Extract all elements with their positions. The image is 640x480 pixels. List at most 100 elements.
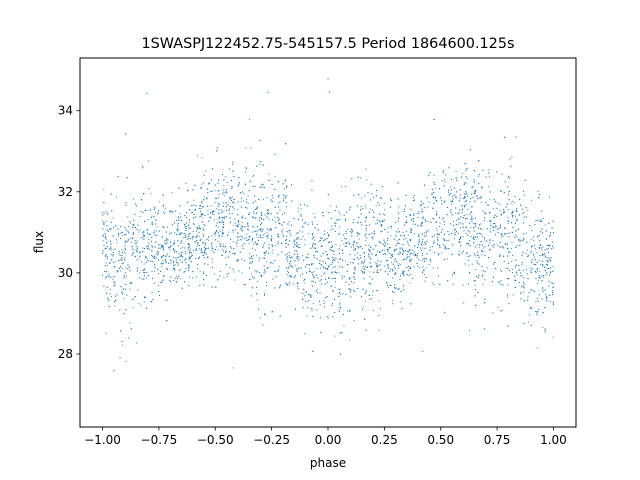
data-point xyxy=(155,253,157,255)
data-point xyxy=(500,280,502,282)
data-point xyxy=(143,272,145,274)
data-point xyxy=(381,224,383,226)
data-point xyxy=(154,267,156,269)
data-point xyxy=(304,333,306,335)
data-point xyxy=(226,273,228,275)
data-point xyxy=(422,266,424,268)
data-point xyxy=(139,251,141,253)
data-point xyxy=(142,269,144,271)
data-point xyxy=(106,257,108,259)
data-point xyxy=(328,241,330,243)
data-point xyxy=(494,214,496,216)
data-point xyxy=(163,204,165,206)
data-point xyxy=(424,258,426,260)
data-point xyxy=(217,205,219,207)
data-point xyxy=(153,232,155,234)
data-point xyxy=(314,216,316,218)
data-point xyxy=(387,248,389,250)
data-point xyxy=(197,263,199,265)
data-point xyxy=(512,210,514,212)
data-point xyxy=(175,257,177,259)
data-point xyxy=(188,227,190,229)
data-point xyxy=(354,254,356,256)
data-point xyxy=(521,261,523,263)
data-point xyxy=(536,252,538,254)
data-point xyxy=(238,182,240,184)
data-point xyxy=(478,274,480,276)
data-point xyxy=(131,254,133,256)
data-point xyxy=(375,262,377,264)
data-point xyxy=(349,310,351,312)
data-point xyxy=(455,196,457,198)
data-point xyxy=(413,254,415,256)
data-point xyxy=(373,211,375,213)
data-point xyxy=(106,264,108,266)
data-point xyxy=(121,257,123,259)
data-point xyxy=(104,233,106,235)
data-point xyxy=(129,282,131,284)
data-point xyxy=(184,250,186,252)
data-point xyxy=(174,268,176,270)
data-point xyxy=(242,215,244,217)
data-point xyxy=(458,253,460,255)
data-point xyxy=(125,267,127,269)
data-point xyxy=(137,289,139,291)
data-point xyxy=(125,309,127,311)
data-point xyxy=(471,186,473,188)
data-point xyxy=(523,237,525,239)
data-point xyxy=(139,229,141,231)
data-point xyxy=(320,275,322,277)
data-point xyxy=(328,266,330,268)
data-point xyxy=(551,289,553,291)
data-point xyxy=(423,269,425,271)
data-point xyxy=(382,220,384,222)
data-point xyxy=(176,233,178,235)
data-point xyxy=(207,213,209,215)
data-point xyxy=(327,254,329,256)
data-point xyxy=(448,248,450,250)
data-point xyxy=(398,263,400,265)
data-point xyxy=(152,255,154,257)
data-point xyxy=(418,236,420,238)
data-point xyxy=(193,214,195,216)
data-point xyxy=(520,298,522,300)
data-point xyxy=(496,207,498,209)
data-point xyxy=(548,248,550,250)
data-point xyxy=(530,324,532,326)
data-point xyxy=(243,260,245,262)
data-point xyxy=(153,208,155,210)
data-point xyxy=(549,294,551,296)
data-point xyxy=(188,276,190,278)
data-point xyxy=(155,241,157,243)
data-point xyxy=(179,205,181,207)
data-point xyxy=(234,252,236,254)
data-point xyxy=(515,230,517,232)
data-point xyxy=(177,224,179,226)
data-point xyxy=(523,282,525,284)
data-point xyxy=(254,195,256,197)
data-point xyxy=(472,197,474,199)
data-point xyxy=(390,254,392,256)
data-point xyxy=(327,78,329,80)
data-point xyxy=(433,240,435,242)
data-point xyxy=(437,239,439,241)
data-point xyxy=(253,217,255,219)
data-point xyxy=(191,212,193,214)
data-point xyxy=(237,259,239,261)
data-point xyxy=(376,271,378,273)
data-point xyxy=(120,266,122,268)
data-point xyxy=(311,180,313,182)
data-point xyxy=(249,212,251,214)
data-point xyxy=(253,175,255,177)
data-point xyxy=(455,170,457,172)
data-point xyxy=(229,197,231,199)
data-point xyxy=(330,249,332,251)
data-point xyxy=(422,258,424,260)
data-point xyxy=(467,230,469,232)
data-point xyxy=(533,239,535,241)
data-point xyxy=(218,235,220,237)
data-point xyxy=(362,265,364,267)
data-point xyxy=(282,200,284,202)
data-point xyxy=(505,267,507,269)
data-point xyxy=(291,275,293,277)
